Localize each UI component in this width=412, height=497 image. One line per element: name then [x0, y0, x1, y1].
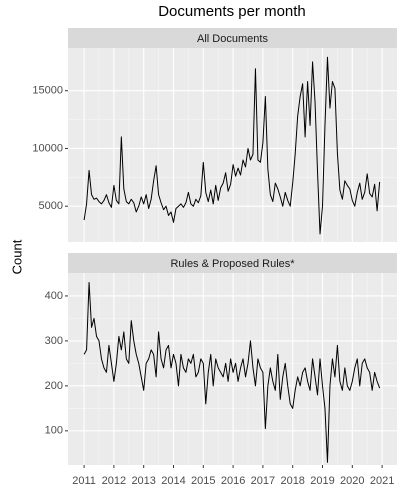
x-tick-label: 2015	[191, 475, 215, 487]
y-tick-label: 300	[45, 335, 63, 347]
y-tick-label: 100	[45, 425, 63, 437]
x-tick-label: 2021	[370, 475, 394, 487]
strip	[68, 28, 397, 48]
x-tick-label: 2017	[251, 475, 275, 487]
line-series	[83, 56, 381, 235]
strip-label: Rules & Proposed Rules*	[170, 258, 295, 270]
chart-title: Documents per month	[158, 3, 306, 20]
x-tick-label: 2016	[221, 475, 245, 487]
y-tick-label: 15000	[32, 85, 63, 97]
y-tick-label: 200	[45, 380, 63, 392]
y-tick-label: 400	[45, 290, 63, 302]
y-tick-label: 5000	[39, 200, 63, 212]
x-tick-label: 2011	[72, 475, 96, 487]
y-tick-label: 10000	[32, 142, 63, 154]
x-tick-label: 2014	[161, 475, 185, 487]
y-axis-label: Count	[9, 239, 24, 274]
x-tick-label: 2018	[280, 475, 304, 487]
strip	[68, 253, 397, 273]
x-tick-label: 2012	[102, 475, 126, 487]
x-tick-label: 2020	[340, 475, 364, 487]
strip-label: All Documents	[197, 33, 268, 45]
line-series	[83, 281, 381, 463]
x-tick-label: 2019	[310, 475, 334, 487]
panel	[68, 48, 397, 242]
x-tick-label: 2013	[131, 475, 155, 487]
